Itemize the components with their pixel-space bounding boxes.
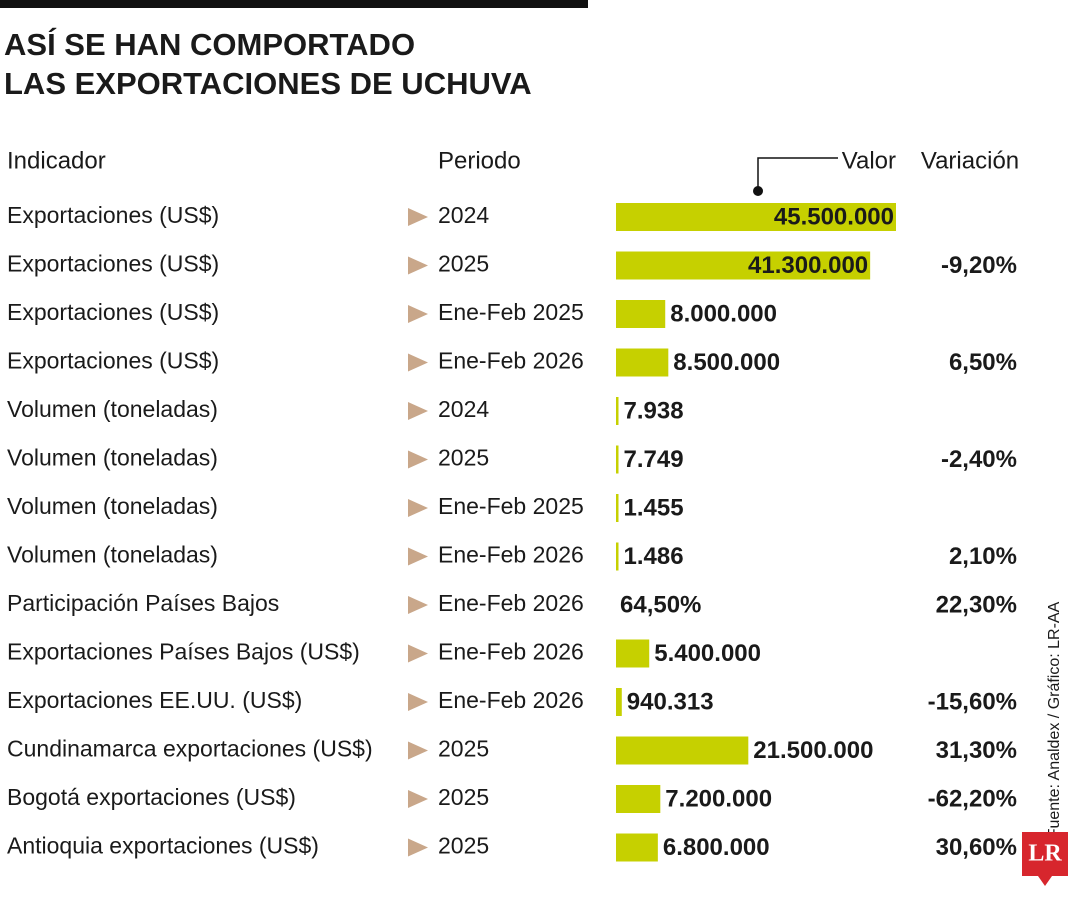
indicator: Exportaciones (US$): [7, 299, 219, 325]
period: 2024: [438, 202, 489, 228]
value-label: 21.500.000: [753, 737, 873, 764]
bar: [616, 688, 622, 716]
value-label: 45.500.000: [774, 203, 894, 230]
period: 2025: [438, 784, 489, 810]
value-label: 8.500.000: [673, 349, 780, 376]
bar: [616, 251, 871, 280]
period: 2025: [438, 833, 489, 859]
header-indicator: Indicador: [7, 147, 106, 174]
indicator: Bogotá exportaciones (US$): [7, 784, 296, 810]
value-pointer: [757, 157, 838, 190]
indicator: Volumen (toneladas): [7, 396, 218, 422]
value-label: 7.749: [624, 446, 684, 473]
pointer-dot: [753, 186, 763, 196]
arrow: [408, 256, 428, 275]
indicator: Exportaciones (US$): [7, 251, 219, 277]
variation: 30,60%: [936, 834, 1017, 861]
logo-box: [1022, 832, 1068, 876]
variation: -2,40%: [941, 446, 1017, 473]
value-label: 1.486: [624, 543, 684, 570]
bar: [616, 445, 619, 474]
logo: LR: [1028, 841, 1062, 867]
bar: [616, 300, 666, 328]
period: Ene-Feb 2025: [438, 493, 584, 519]
bar: [616, 736, 749, 765]
arrow: [408, 402, 428, 420]
arrow: [408, 838, 428, 857]
rows: Exportaciones (US$) 2024 45.500.000 Exporta…: [7, 202, 1017, 862]
value-label: 6.800.000: [663, 834, 770, 861]
bar: [616, 542, 619, 571]
header-period: Periodo: [438, 147, 521, 174]
arrow: [408, 596, 428, 614]
indicator: Exportaciones (US$): [7, 348, 219, 374]
bar: [616, 833, 658, 862]
arrow: [408, 499, 428, 517]
arrow: [408, 741, 428, 760]
bar: [616, 639, 650, 668]
header-variation: Variación: [921, 147, 1019, 174]
variation: 2,10%: [949, 543, 1017, 570]
indicator: Volumen (toneladas): [7, 493, 218, 519]
arrow: [408, 353, 428, 372]
indicator: Exportaciones (US$): [7, 202, 219, 228]
bar: [616, 203, 896, 231]
value-label: 1.455: [624, 494, 684, 521]
arrow: [408, 208, 428, 226]
variation: 22,30%: [936, 591, 1017, 618]
arrow: [408, 790, 428, 808]
period: Ene-Feb 2026: [438, 542, 584, 568]
bar: [616, 494, 619, 522]
value-label: 940.313: [627, 688, 714, 715]
arrow: [408, 644, 428, 663]
period: Ene-Feb 2026: [438, 348, 584, 374]
arrow: [408, 305, 428, 323]
logo-tail: [1038, 876, 1052, 886]
indicator: Volumen (toneladas): [7, 445, 218, 471]
title-line: ASÍ SE HAN COMPORTADO: [4, 27, 415, 62]
period: 2025: [438, 445, 489, 471]
header-value: Valor: [842, 147, 896, 174]
title-line: LAS EXPORTACIONES DE UCHUVA: [4, 66, 532, 101]
period: Ene-Feb 2026: [438, 687, 584, 713]
variation: 31,30%: [936, 737, 1017, 764]
period: 2024: [438, 396, 489, 422]
value-label: 41.300.000: [748, 252, 868, 279]
arrow: [408, 693, 428, 711]
variation: -9,20%: [941, 252, 1017, 279]
value-label: 8.000.000: [670, 300, 777, 327]
bar: [616, 348, 669, 377]
arrow: [408, 547, 428, 566]
value-label: 64,50%: [620, 591, 701, 618]
value-label: 7.938: [624, 397, 684, 424]
period: 2025: [438, 736, 489, 762]
top-rule: [0, 0, 588, 8]
indicator: Volumen (toneladas): [7, 542, 218, 568]
source: Fuente: Analdex / Gráfico: LR-AA: [1046, 601, 1063, 838]
indicator: Antioquia exportaciones (US$): [7, 833, 319, 859]
variation: -62,20%: [928, 785, 1017, 812]
bar: [616, 785, 661, 813]
indicator: Cundinamarca exportaciones (US$): [7, 736, 373, 762]
indicator: Exportaciones Países Bajos (US$): [7, 639, 360, 665]
value-label: 7.200.000: [665, 785, 772, 812]
indicator: Participación Países Bajos: [7, 590, 279, 616]
variation: 6,50%: [949, 349, 1017, 376]
value-label: 5.400.000: [654, 640, 761, 667]
period: 2025: [438, 251, 489, 277]
arrow: [408, 450, 428, 469]
period: Ene-Feb 2026: [438, 590, 584, 616]
indicator: Exportaciones EE.UU. (US$): [7, 687, 302, 713]
variation: -15,60%: [928, 688, 1017, 715]
period: Ene-Feb 2026: [438, 639, 584, 665]
bar: [616, 397, 619, 425]
period: Ene-Feb 2025: [438, 299, 584, 325]
